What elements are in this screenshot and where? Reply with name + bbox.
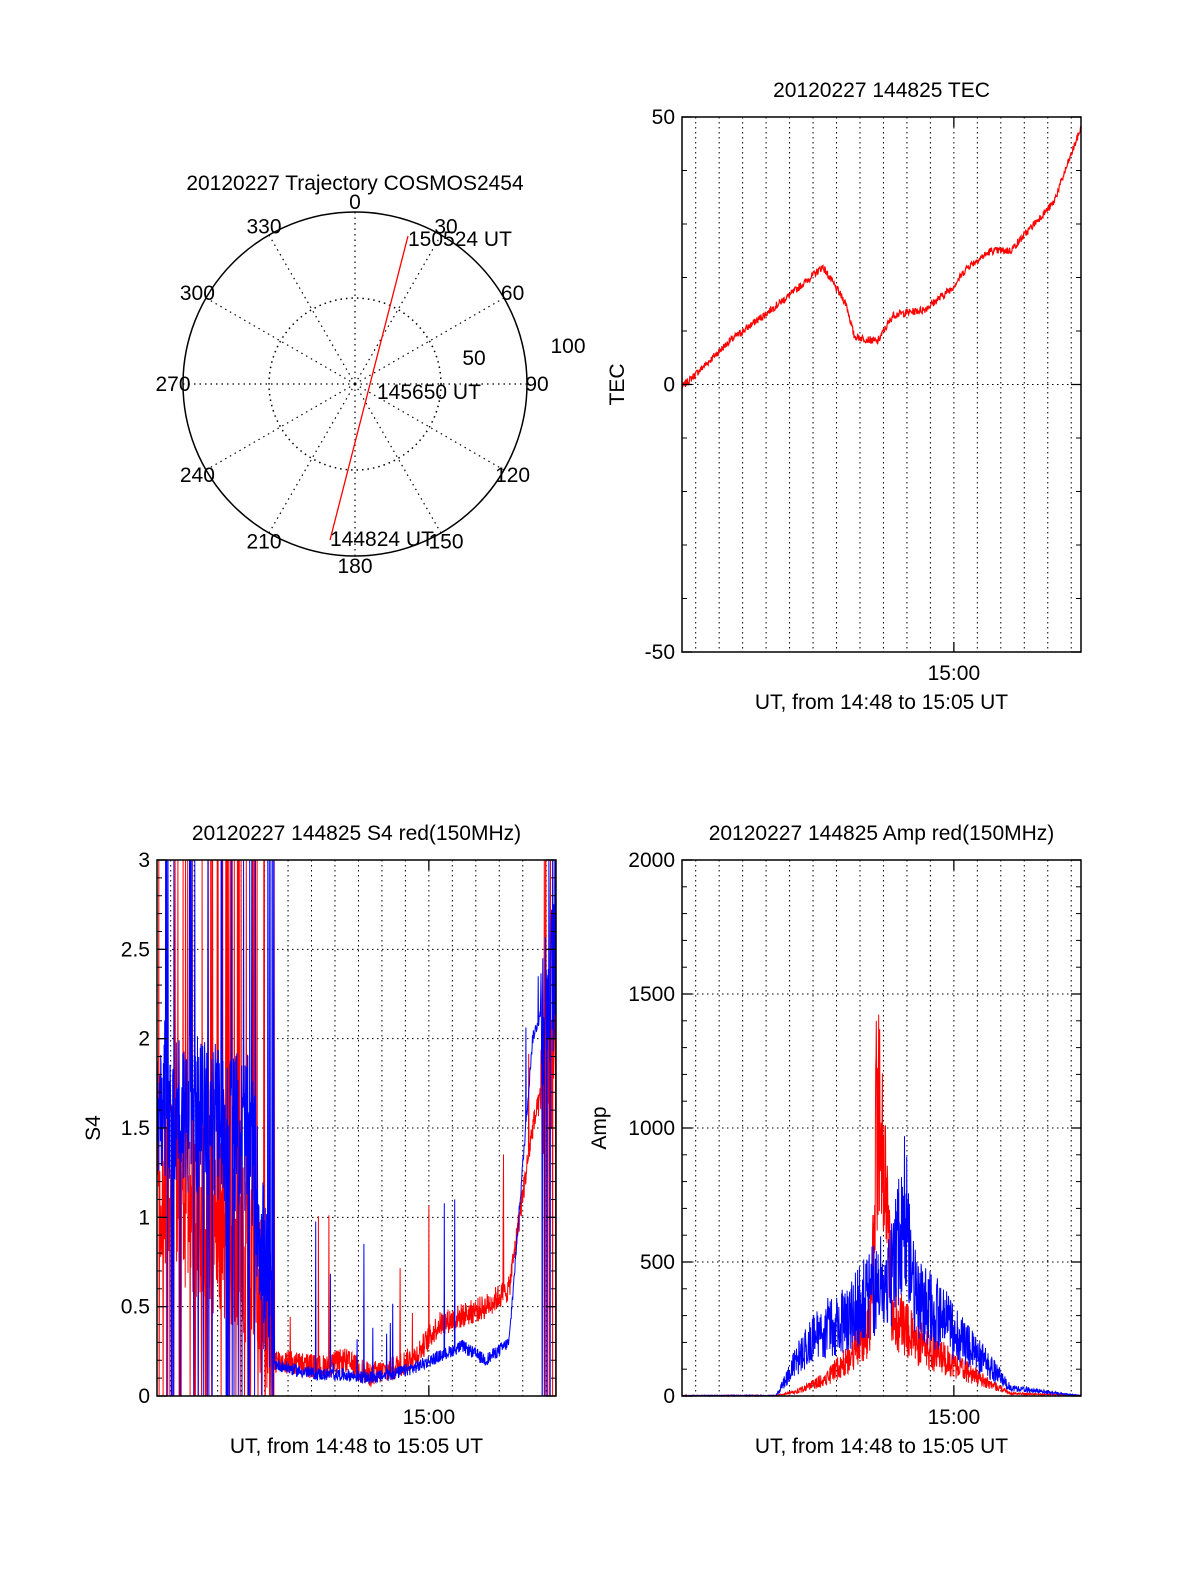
- polar-spoke: [354, 297, 505, 385]
- polar-angle-label: 150: [428, 531, 463, 554]
- polar-spoke: [268, 383, 356, 534]
- s4-xlabel: UT, from 14:48 to 15:05 UT: [230, 1435, 483, 1458]
- s4-ytick-label: 1: [138, 1206, 150, 1229]
- amp-ylabel: Amp: [588, 1106, 611, 1149]
- s4-series-blue: [156, 859, 557, 1397]
- polar-angle-label: 30: [434, 215, 457, 238]
- polar-angle-label: 180: [337, 555, 372, 578]
- amp-ytick-label: 500: [640, 1251, 675, 1274]
- s4-ylabel: S4: [82, 1115, 105, 1141]
- polar-spoke: [354, 383, 442, 534]
- polar-angle-label: 210: [246, 531, 281, 554]
- polar-angle-label: 300: [180, 282, 215, 305]
- tec-ytick-label: 0: [663, 374, 675, 397]
- polar-angle-label: 240: [180, 464, 215, 487]
- amp-ytick-label: 0: [663, 1385, 675, 1408]
- amp-ytick-label: 1000: [628, 1117, 675, 1140]
- polar-spoke: [268, 234, 356, 385]
- amp-ytick-label: 2000: [628, 849, 675, 872]
- tec-xtick-label: 15:00: [928, 662, 981, 685]
- polar-spoke: [205, 297, 356, 385]
- tec-xlabel: UT, from 14:48 to 15:05 UT: [755, 691, 1008, 714]
- tec-plot: 20120227 144825 TEC -50 0 50 15:00 UT, from 1…: [606, 79, 1082, 714]
- tec-ytick-label: -50: [645, 641, 675, 664]
- polar-angle-label: 90: [525, 373, 548, 396]
- tec-series-red: [681, 126, 1082, 389]
- trajectory-label-mid: 145650 UT: [377, 381, 481, 404]
- s4-ytick-label: 0: [138, 1385, 150, 1408]
- amp-xlabel: UT, from 14:48 to 15:05 UT: [755, 1435, 1008, 1458]
- tec-ytick-label: 50: [652, 106, 675, 129]
- s4-ytick-label: 0.5: [121, 1296, 150, 1319]
- s4-ytick-label: 1.5: [121, 1117, 150, 1140]
- s4-xtick-label: 15:00: [403, 1406, 456, 1429]
- polar-ring-50: [268, 297, 442, 471]
- amp-ytick-label: 1500: [628, 983, 675, 1006]
- s4-ytick-label: 3: [138, 849, 150, 872]
- polar-radius-label: 50: [462, 347, 485, 370]
- polar-outer-ring: [182, 211, 528, 557]
- polar-angle-label: 120: [495, 464, 530, 487]
- polar-title: 20120227 Trajectory COSMOS2454: [186, 172, 524, 195]
- amp-title: 20120227 144825 Amp red(150MHz): [709, 822, 1055, 845]
- trajectory-line: [329, 235, 409, 541]
- polar-spoke: [354, 383, 505, 471]
- trajectory-label-start: 144824 UT: [330, 528, 434, 551]
- tec-ylabel: TEC: [606, 364, 629, 406]
- tec-title: 20120227 144825 TEC: [773, 79, 990, 102]
- s4-title: 20120227 144825 S4 red(150MHz): [192, 822, 521, 845]
- polar-angle-label: 270: [155, 373, 190, 396]
- s4-ytick-label: 2.5: [121, 938, 150, 961]
- polar-spoke: [205, 383, 356, 471]
- s4-plot: 20120227 144825 S4 red(150MHz) 0 0.5 1 1.5 2 2…: [82, 822, 557, 1458]
- polar-angle-label: 330: [246, 215, 281, 238]
- amp-plot: 20120227 144825 Amp red(150MHz) 0 500 1000 1…: [588, 822, 1082, 1458]
- s4-ytick-label: 2: [138, 1028, 150, 1051]
- polar-spoke: [354, 234, 442, 385]
- trajectory-label-end: 150524 UT: [408, 228, 512, 251]
- polar-angle-label: 60: [501, 282, 524, 305]
- polar-radius-label: 100: [550, 335, 585, 358]
- amp-xtick-label: 15:00: [928, 1406, 981, 1429]
- polar-angle-label: 0: [349, 191, 361, 214]
